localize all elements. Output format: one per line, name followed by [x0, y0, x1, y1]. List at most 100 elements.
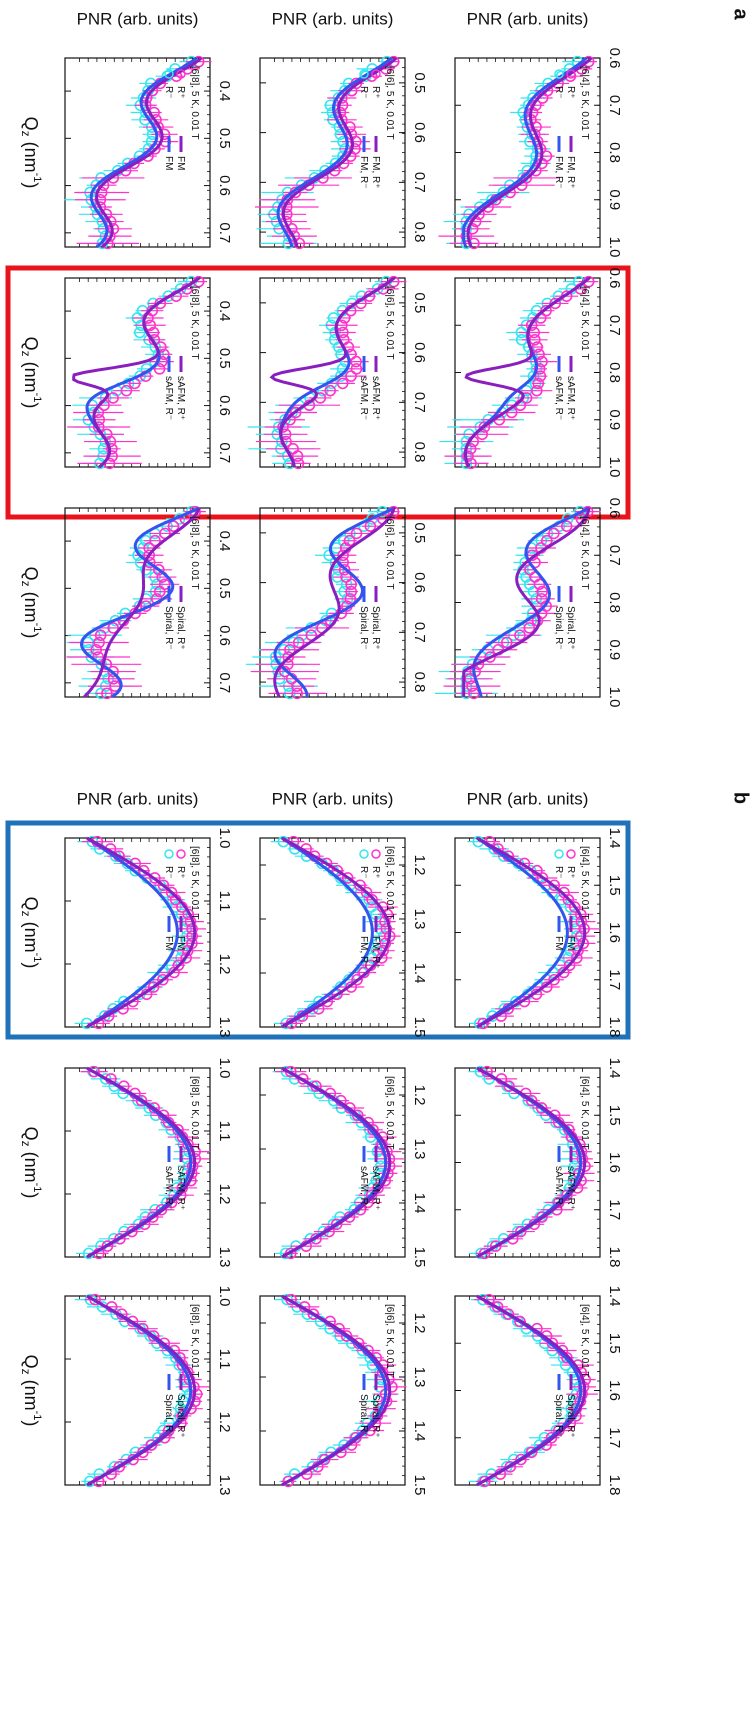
xlabel-b-2: Qz (nm-1) — [19, 1355, 43, 1427]
x-tick-label: 0.5 — [411, 522, 428, 543]
legend-title: [6|8], 5 K, 0.01 T — [189, 1304, 200, 1378]
x-tick-label: 1.3 — [216, 1247, 233, 1268]
legend-entry: R⁺ — [370, 86, 381, 99]
subplot-a-2-1: 0.40.50.60.7[6|8], 5 K, 0.01 TsAFM, R⁺sA… — [65, 277, 233, 469]
legend: [6|6], 5 K, 0.01 TSpiral, R⁺Spiral, R⁻ — [358, 1304, 395, 1438]
x-tick-label: 0.9 — [606, 409, 623, 430]
xlabel-a-0: Qz (nm-1) — [19, 117, 43, 189]
x-tick-label: 1.4 — [606, 1286, 623, 1307]
x-tick-label: 0.7 — [606, 95, 623, 116]
legend-entry: FM — [163, 936, 174, 950]
x-tick-label: 1.4 — [606, 1058, 623, 1079]
x-tick-label: 0.5 — [216, 128, 233, 149]
x-tick-label: 1.5 — [606, 875, 623, 896]
legend-title: [6|4], 5 K, 0.01 T — [579, 286, 590, 360]
x-tick-label: 1.6 — [606, 1380, 623, 1401]
x-tick-label: 0.8 — [606, 362, 623, 383]
legend: [6|4], 5 K, 0.01 T sAFM, R⁺sAFM, R⁻ — [553, 1076, 590, 1210]
subplot-a-0-1: 0.60.70.80.91.0[6|4], 5 K, 0.01 TsAFM, R… — [439, 268, 623, 478]
fit-line-minus — [275, 508, 394, 697]
legend-entry: sAFM, R⁺ — [175, 376, 186, 420]
xlabel-a-1: Qz (nm-1) — [19, 337, 43, 409]
legend-entry: R⁺ — [565, 86, 576, 99]
legend-entry: Spiral, R⁻ — [553, 1394, 564, 1438]
legend-entry: Spiral, R⁻ — [358, 606, 369, 650]
legend: [6|8], 5 K, 0.01 T Spiral, R⁺Spiral, R⁻ — [163, 1304, 200, 1438]
x-tick-label: 0.7 — [216, 442, 233, 463]
x-tick-label: 0.6 — [411, 122, 428, 143]
legend-title: [6|6], 5 K, 0.01 T — [384, 1076, 395, 1150]
legend: [6|8], 5 K, 0.01 TsAFM, R⁺sAFM, R⁻ — [163, 1076, 200, 1210]
legend-entry: R⁺ — [175, 866, 186, 879]
legend-entry: R⁺ — [370, 866, 381, 879]
fit-line-plus — [275, 508, 394, 697]
ylabel-b-0: PNR (arb. units) — [467, 789, 589, 808]
x-tick-label: 1.1 — [216, 1349, 233, 1370]
subplot-b-0-0: 1.41.51.61.71.8[6|4], 5 K, 0.01 TR⁺R⁻FMF… — [455, 828, 623, 1038]
legend-entry: R⁻ — [553, 866, 564, 879]
subplot-b-2-1: 1.0 1.1 1.2 1.3 [6|8], 5 K, 0.01 T sAFM, R⁺sA… — [65, 1058, 233, 1268]
legend-entry: Spiral, R⁺ — [370, 1394, 381, 1438]
legend-entry: sAFM, R⁻ — [553, 1166, 564, 1210]
x-tick-label: 1.2 — [411, 1085, 428, 1106]
legend-entry: Spiral, R⁺ — [175, 606, 186, 650]
x-tick-label: 1.3 — [216, 1475, 233, 1496]
x-tick-label: 0.7 — [411, 392, 428, 413]
x-tick-label: 0.4 — [216, 301, 233, 322]
subplot-b-1-2: 1.21.31.41.5[6|6], 5 K, 0.01 TSpiral, R⁺… — [260, 1295, 428, 1496]
legend-entry: FM, R⁺ — [565, 156, 576, 189]
subplot-a-1-0: 0.50.60.70.8[6|6], 5 K, 0.01 TR⁺R⁻FM, R⁺… — [255, 57, 428, 249]
legend-title: [6|4], 5 K, 0.01 T — [579, 516, 590, 590]
x-tick-label: 0.6 — [216, 395, 233, 416]
x-tick-label: 1.3 — [411, 1367, 428, 1388]
subplot-b-1-1: 1.21.31.41.5[6|6], 5 K, 0.01 TsAFM, R⁺sA… — [260, 1067, 428, 1268]
legend-title: [6|8], 5 K, 0.01 T — [189, 286, 200, 360]
legend-entry: Spiral, R⁻ — [163, 1394, 174, 1438]
legend-title: [6|4], 5 K, 0.01 T — [579, 66, 590, 140]
legend-title: [6|6], 5 K, 0.01 T — [384, 286, 395, 360]
xlabel-a-2: Qz (nm-1) — [19, 567, 43, 639]
legend-entry: sAFM, R⁺ — [565, 376, 576, 420]
subplot-b-0-1: 1.41.51.61.71.8[6|4], 5 K, 0.01 TsAFM, R… — [455, 1058, 623, 1268]
legend-title: [6|6], 5 K, 0.01 T — [384, 846, 395, 920]
x-tick-label: 1.0 — [606, 687, 623, 708]
legend: [6|4], 5 K, 0.01 TR⁺R⁻FM, R⁺FM, R⁻ — [553, 66, 590, 189]
x-tick-label: 0.9 — [606, 189, 623, 210]
x-tick-label: 0.6 — [216, 175, 233, 196]
legend-entry: sAFM, R⁺ — [565, 1166, 576, 1210]
legend-entry: FM, R⁺ — [370, 936, 381, 969]
x-tick-label: 0.8 — [606, 142, 623, 163]
legend-entry: FM, R⁺ — [370, 156, 381, 189]
x-tick-label: 0.6 — [606, 48, 623, 69]
legend-marker — [165, 850, 173, 858]
legend-marker — [555, 850, 563, 858]
ylabel-b-2: PNR (arb. units) — [77, 789, 199, 808]
legend-entry: Spiral, R⁻ — [358, 1394, 369, 1438]
x-tick-label: 1.1 — [216, 891, 233, 912]
xlabel-b-1: Qz (nm-1) — [19, 1127, 43, 1199]
x-tick-label: 1.8 — [606, 1475, 623, 1496]
x-tick-label: 1.2 — [216, 954, 233, 975]
x-tick-label: 0.6 — [606, 498, 623, 519]
legend-entry: FM — [175, 156, 186, 170]
legend-entry: sAFM, R⁻ — [358, 376, 369, 420]
plot-frame — [65, 58, 210, 247]
legend-entry: sAFM, R⁺ — [370, 376, 381, 420]
x-tick-label: 1.2 — [216, 1184, 233, 1205]
subplot-a-2-0: 0.40.50.60.7[6|8], 5 K, 0.01 TR⁺R⁻FMFM — [64, 57, 233, 249]
legend-marker — [177, 850, 185, 858]
legend-title: [6|4], 5 K, 0.01 T — [579, 1076, 590, 1150]
x-tick-label: 1.8 — [606, 1247, 623, 1268]
ylabel-a-0: PNR (arb. units) — [467, 9, 589, 28]
x-tick-label: 1.3 — [216, 1017, 233, 1038]
legend-entry: R⁺ — [565, 866, 576, 879]
subplot-b-0-2: 1.41.51.61.71.8[6|4], 5 K, 0.01 TSpiral,… — [455, 1286, 623, 1496]
subplot-a-0-0: 0.60.70.80.91.0[6|4], 5 K, 0.01 TR⁺R⁻FM,… — [438, 48, 623, 258]
x-tick-label: 1.3 — [411, 1139, 428, 1160]
x-tick-label: 0.4 — [216, 81, 233, 102]
x-tick-label: 1.6 — [606, 922, 623, 943]
ylabel-a-1: PNR (arb. units) — [272, 9, 394, 28]
x-tick-label: 0.6 — [216, 625, 233, 646]
x-tick-label: 0.7 — [411, 172, 428, 193]
